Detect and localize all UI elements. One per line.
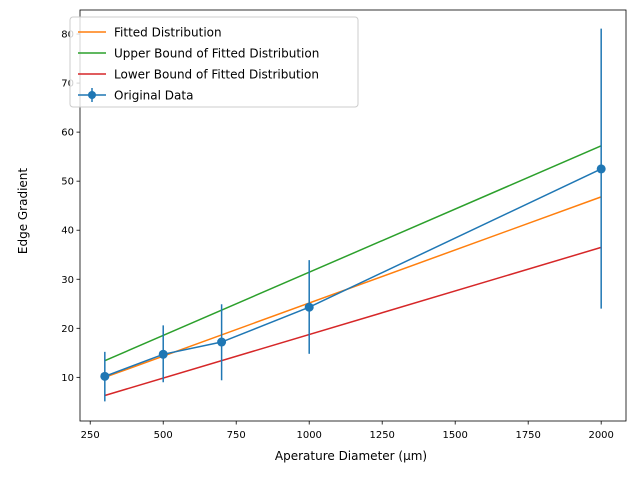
legend-swatch-marker (88, 91, 96, 99)
legend-box (69, 16, 359, 108)
x-tick-label: 2000 (588, 430, 613, 441)
plot-frame (79, 9, 627, 422)
legend-label: Fitted Distribution (114, 26, 222, 40)
series-line (104, 145, 602, 362)
x-tick-label: 750 (227, 430, 246, 441)
y-tick-label: 30 (61, 275, 74, 286)
legend-label: Original Data (114, 89, 193, 103)
x-tick-label: 1250 (369, 430, 394, 441)
x-tick-label: 250 (81, 430, 100, 441)
data-point (100, 371, 110, 381)
y-tick-label: 20 (61, 324, 74, 335)
data-point (158, 349, 168, 359)
legend-label: Upper Bound of Fitted Distribution (114, 47, 319, 61)
y-tick-label: 80 (61, 30, 74, 41)
y-tick-label: 50 (61, 177, 74, 188)
series-line (104, 246, 602, 397)
y-tick-label: 70 (61, 79, 74, 90)
y-axis-label: Edge Gradient (16, 168, 30, 255)
y-tick-label: 40 (61, 226, 74, 237)
legend: Fitted Distribution Upper Bound of Fitted… (69, 16, 359, 108)
legend-label: Lower Bound of Fitted Distribution (114, 68, 319, 82)
x-tick-label: 1000 (296, 430, 321, 441)
x-tick-label: 500 (154, 430, 173, 441)
y-tick-label: 60 (61, 128, 74, 139)
data-point (217, 337, 227, 347)
data-point (304, 302, 314, 312)
series-line (104, 168, 602, 378)
x-axis-label: Aperature Diameter (μm) (275, 449, 427, 463)
y-tick-label: 10 (61, 373, 74, 384)
x-tick-label: 1750 (515, 430, 540, 441)
data-point (596, 164, 606, 174)
x-tick-label: 1500 (442, 430, 467, 441)
